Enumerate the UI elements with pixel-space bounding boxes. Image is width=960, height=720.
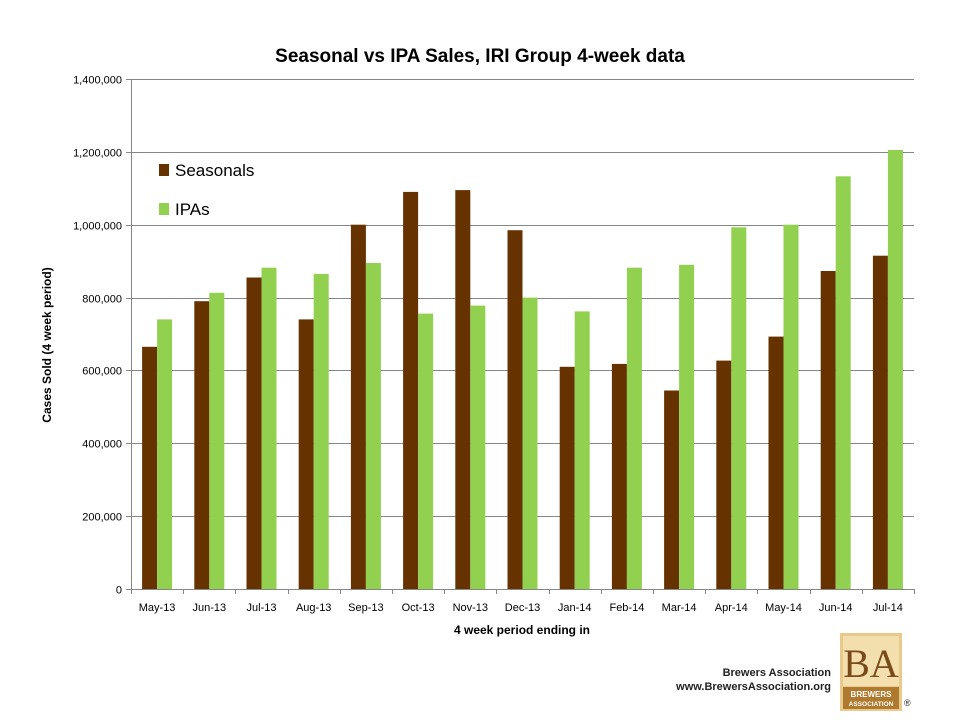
bar-ipas-jul-13: [261, 267, 277, 589]
x-tick-label: Mar-14: [662, 602, 697, 614]
y-axis-ticks: 0 200,000 400,000 600,000 800,000 1,000,000 1,…: [73, 75, 131, 597]
bar-seasonals-may-14: [768, 336, 784, 589]
y-tick-label: 1,200,000: [73, 148, 122, 160]
bar-ipas-jun-14: [835, 176, 851, 590]
bar-seasonals-jan-14: [559, 366, 575, 589]
y-tick-label: 800,000: [82, 294, 122, 306]
bar-ipas-aug-13: [313, 273, 329, 589]
bar-ipas-nov-13: [470, 305, 486, 589]
x-tick-label: Nov-13: [453, 602, 488, 614]
footer-org-name: Brewers Association: [722, 667, 831, 679]
bar-seasonals-aug-13: [298, 319, 314, 589]
x-tick-label: Dec-13: [505, 602, 540, 614]
y-tick-label: 1,400,000: [73, 75, 122, 87]
y-tick-label: 200,000: [82, 512, 122, 524]
bar-seasonals-may-13: [142, 346, 158, 590]
x-tick-label: Feb-14: [609, 602, 644, 614]
y-tick-label: 600,000: [82, 366, 122, 378]
x-tick-label: Oct-13: [402, 602, 435, 614]
x-tick-label: Jul-14: [873, 602, 903, 614]
bar-seasonals-sep-13: [350, 224, 366, 589]
bar-ipas-apr-14: [731, 227, 747, 590]
bar-ipas-jun-13: [209, 292, 225, 589]
legend-swatch-seasonals: [159, 164, 169, 176]
logo-line2: ASSOCIATION: [849, 701, 894, 708]
legend: Seasonals IPAs: [159, 161, 254, 219]
bar-seasonals-feb-14: [611, 363, 627, 589]
bar-ipas-jul-14: [887, 150, 903, 589]
x-tick-label: Jul-13: [247, 602, 277, 614]
x-tick-label: Sep-13: [348, 602, 383, 614]
bar-seasonals-oct-13: [403, 191, 419, 589]
bar-ipas-sep-13: [365, 263, 381, 589]
x-tick-label: Aug-13: [296, 602, 331, 614]
x-tick-label: Jan-14: [558, 602, 592, 614]
registered-mark: ®: [904, 698, 911, 708]
footer-org-url[interactable]: www.BrewersAssociation.org: [676, 681, 831, 693]
bars: [142, 150, 903, 590]
bar-ipas-oct-13: [418, 313, 434, 589]
bar-seasonals-dec-13: [507, 230, 523, 589]
x-tick-label: May-14: [765, 602, 802, 614]
y-tick-label: 1,000,000: [73, 221, 122, 233]
y-tick-label: 400,000: [82, 439, 122, 451]
footer-credit: Brewers Association www.BrewersAssociati…: [655, 666, 831, 694]
bar-seasonals-nov-13: [455, 190, 471, 589]
bar-ipas-mar-14: [679, 264, 695, 589]
y-axis-label: Cases Sold (4 week period): [40, 267, 54, 422]
bar-seasonals-apr-14: [716, 360, 732, 589]
y-tick-label: 0: [116, 585, 122, 597]
x-tick-label: Apr-14: [715, 602, 748, 614]
x-axis-ticks: May-13 Jun-13 Jul-13 Aug-13 Sep-13 Oct-13 Nov-…: [131, 589, 915, 614]
logo-line1: BREWERS: [851, 690, 893, 699]
legend-label-seasonals: Seasonals: [175, 161, 254, 180]
x-axis-label: 4 week period ending in: [454, 623, 590, 637]
legend-swatch-ipas: [159, 203, 169, 215]
legend-label-ipas: IPAs: [175, 200, 210, 219]
x-tick-label: Jun-14: [819, 602, 853, 614]
bar-seasonals-jul-14: [872, 255, 888, 589]
bar-seasonals-jul-13: [246, 277, 262, 589]
bar-seasonals-jun-13: [194, 301, 210, 589]
bar-ipas-feb-14: [626, 267, 642, 589]
bar-ipas-may-13: [157, 319, 173, 589]
bar-seasonals-jun-14: [820, 271, 836, 589]
x-tick-label: May-13: [139, 602, 176, 614]
logo-banner: [843, 687, 899, 709]
logo-monogram: BA: [843, 641, 899, 686]
bar-ipas-dec-13: [522, 297, 538, 589]
brewers-association-logo: BA BREWERS ASSOCIATION: [840, 633, 902, 711]
bar-ipas-may-14: [783, 224, 799, 589]
logo-glass-panel: [843, 636, 899, 686]
chart-title: Seasonal vs IPA Sales, IRI Group 4-week …: [275, 46, 685, 67]
x-tick-label: Jun-13: [192, 602, 226, 614]
bar-ipas-jan-14: [574, 311, 590, 589]
bar-seasonals-mar-14: [664, 390, 680, 589]
